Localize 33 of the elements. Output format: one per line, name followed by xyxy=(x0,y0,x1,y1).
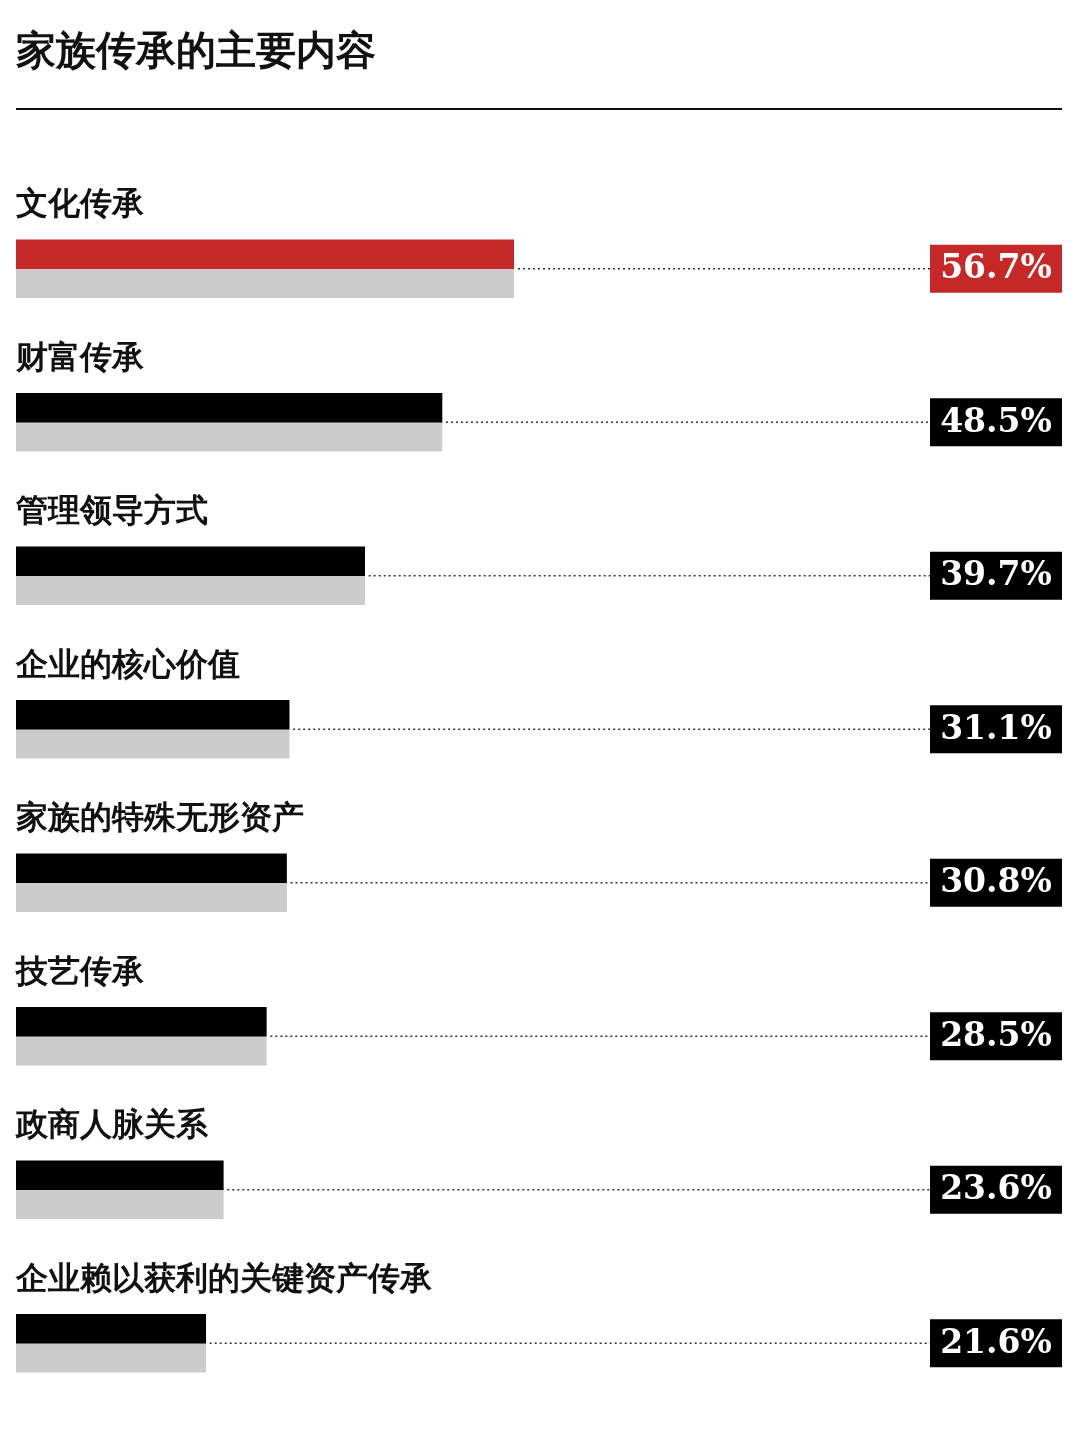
y-tick-label: 文化传承 xyxy=(16,184,145,223)
y-tick-label: 企业的核心价值 xyxy=(15,644,240,683)
bar xyxy=(16,1189,224,1220)
data-label: 30.8% xyxy=(940,861,1052,901)
bar xyxy=(16,882,287,913)
y-tick-label: 家族的特殊无形资产 xyxy=(16,798,304,837)
bar xyxy=(16,853,287,884)
bar xyxy=(16,1006,267,1037)
bar xyxy=(16,728,290,759)
data-label: 31.1% xyxy=(940,707,1052,747)
data-label: 28.5% xyxy=(940,1014,1052,1054)
bar xyxy=(16,421,443,452)
bar xyxy=(16,1035,267,1066)
bar xyxy=(16,1160,224,1191)
y-tick-label: 财富传承 xyxy=(15,337,145,376)
bar xyxy=(16,546,366,577)
data-label: 56.7% xyxy=(940,247,1052,287)
bar xyxy=(16,392,443,423)
y-tick-label: 政商人脉关系 xyxy=(15,1105,209,1144)
data-label: 39.7% xyxy=(940,554,1052,594)
y-tick-label: 技艺传承 xyxy=(15,951,145,990)
data-label: 48.5% xyxy=(940,400,1052,440)
y-tick-label: 管理领导方式 xyxy=(15,491,208,530)
bar xyxy=(16,268,514,299)
data-label: 23.6% xyxy=(940,1168,1052,1208)
chart-title: 家族传承的主要内容 xyxy=(15,26,377,73)
y-tick-label: 企业赖以获利的关键资产传承 xyxy=(15,1258,433,1297)
bar xyxy=(16,575,366,606)
bar xyxy=(16,239,514,270)
bar xyxy=(16,699,290,730)
data-label: 21.6% xyxy=(940,1321,1052,1361)
bar xyxy=(16,1342,207,1373)
bar xyxy=(16,1313,207,1344)
